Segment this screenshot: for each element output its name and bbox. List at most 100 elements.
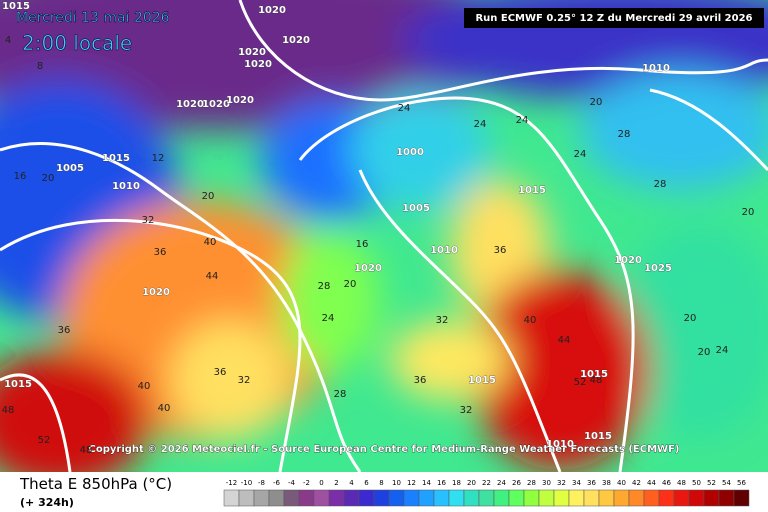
colorbar-cell: [733, 489, 750, 507]
isobar-label: 1020: [226, 95, 254, 106]
theta-label: 36: [214, 367, 227, 378]
colorbar-tick-label: 6: [364, 479, 369, 487]
colorbar-cell: [523, 489, 540, 507]
isobar-label: 1015: [580, 369, 608, 380]
isobar-label: 1020: [142, 287, 170, 298]
product-title: Theta E 850hPa (°C): [19, 475, 172, 493]
colorbar-tick-label: -10: [241, 479, 252, 487]
theta-label: 4: [5, 35, 11, 46]
theta-label: 24: [474, 119, 487, 130]
run-info: Run ECMWF 0.25° 12 Z du Mercredi 29 avri…: [475, 13, 752, 24]
theta-label: 32: [142, 215, 155, 226]
theta-label: 20: [590, 97, 603, 108]
colorbar-tick-label: 30: [542, 479, 551, 487]
colorbar-tick-label: 14: [422, 479, 431, 487]
isobar-label: 1025: [644, 263, 672, 274]
colorbar-tick-label: -4: [288, 479, 296, 487]
colorbar-cell: [283, 489, 300, 507]
theta-label: 24: [516, 115, 529, 126]
isobar-label: 1020: [258, 5, 286, 16]
colorbar-cell: [598, 489, 615, 507]
theta-label: 52: [574, 377, 587, 388]
isobar-label: 1010: [546, 439, 574, 450]
theta-label: 40: [158, 403, 171, 414]
colorbar-cell: [718, 489, 735, 507]
theta-label: 44: [558, 335, 571, 346]
colorbar-cell: [628, 489, 645, 507]
colorbar-cell: [463, 489, 480, 507]
theta-label: 40: [524, 315, 537, 326]
theta-label: 12: [152, 153, 165, 164]
colorbar-cell: [223, 489, 240, 507]
colorbar-tick-label: 52: [707, 479, 716, 487]
theta-label: 20: [742, 207, 755, 218]
colorbar-tick-label: 38: [602, 479, 611, 487]
theta-label: 16: [356, 239, 369, 250]
colorbar-tick-label: 18: [452, 479, 461, 487]
colorbar-tick-label: 50: [692, 479, 701, 487]
colorbar-tick-label: 56: [737, 479, 746, 487]
colorbar-tick-label: 22: [482, 479, 491, 487]
isobar-label: 1010: [430, 245, 458, 256]
isobar-label: 1020: [244, 59, 272, 70]
theta-label: 24: [716, 345, 729, 356]
colorbar-tick-label: 24: [497, 479, 506, 487]
isobars: [0, 0, 768, 472]
theta-label: 36: [494, 245, 507, 256]
colorbar-tick-label: 20: [467, 479, 476, 487]
colorbar-tick-label: 2: [334, 479, 338, 487]
colorbar-cell: [688, 489, 705, 507]
theta-label: 36: [58, 325, 71, 336]
theta-label: 40: [204, 237, 217, 248]
colorbar-cell: [538, 489, 555, 507]
colorbar-cell: [673, 489, 690, 507]
colorbar-tick-label: 54: [722, 479, 731, 487]
theta-label: 32: [436, 315, 449, 326]
colorbar-cell: [433, 489, 450, 507]
colorbar-cell: [403, 489, 420, 507]
colorbar-cell: [298, 489, 315, 507]
colorbar-cell: [418, 489, 435, 507]
lead-time: (+ 324h): [20, 496, 74, 509]
isobar-label: 1020: [176, 99, 204, 110]
theta-label: 28: [654, 179, 667, 190]
isobar-label: 1015: [2, 1, 30, 12]
isobar-label: 1020: [354, 263, 382, 274]
isobar-label: 1020: [614, 255, 642, 266]
theta-label: 24: [398, 103, 411, 114]
colorbar-tick-label: -2: [303, 479, 310, 487]
theta-label: 32: [460, 405, 473, 416]
colorbar-cell: [583, 489, 600, 507]
theta-label: 48: [590, 375, 603, 386]
colorbar-cell: [268, 489, 285, 507]
colorbar-tick-label: 48: [677, 479, 686, 487]
colorbar-cell: [613, 489, 630, 507]
theta-label: 44: [206, 271, 219, 282]
colorbar-cell: [238, 489, 255, 507]
colorbar-cell: [478, 489, 495, 507]
colorbar-tick-label: 44: [647, 479, 656, 487]
theta-label: 28: [618, 129, 631, 140]
colorbar-tick-label: 28: [527, 479, 536, 487]
colorbar-cell: [553, 489, 570, 507]
colorbar-tick-label: -8: [258, 479, 265, 487]
theta-label: 48: [80, 445, 93, 456]
isobar-label: 1005: [56, 163, 84, 174]
isobar-label: 1010: [642, 63, 670, 74]
colorbar-cell: [658, 489, 675, 507]
forecast-date: Mercredi 13 mai 2026: [16, 10, 170, 26]
colorbar-tick-label: 0: [319, 479, 323, 487]
isobar-label: 1015: [468, 375, 496, 386]
theta-label: 20: [684, 313, 697, 324]
colorbar-tick-label: 34: [572, 479, 581, 487]
theta-label: 20: [202, 191, 215, 202]
colorbar-tick-label: 12: [407, 479, 416, 487]
theta-label: 24: [322, 313, 335, 324]
isobar-label: 1020: [202, 99, 230, 110]
colorbar-tick-label: 26: [512, 479, 521, 487]
theta-label: 20: [698, 347, 711, 358]
theta-label: 16: [14, 171, 27, 182]
colorbar-cell: [703, 489, 720, 507]
colorbar-tick-label: 32: [557, 479, 566, 487]
isobar-label: 1005: [402, 203, 430, 214]
